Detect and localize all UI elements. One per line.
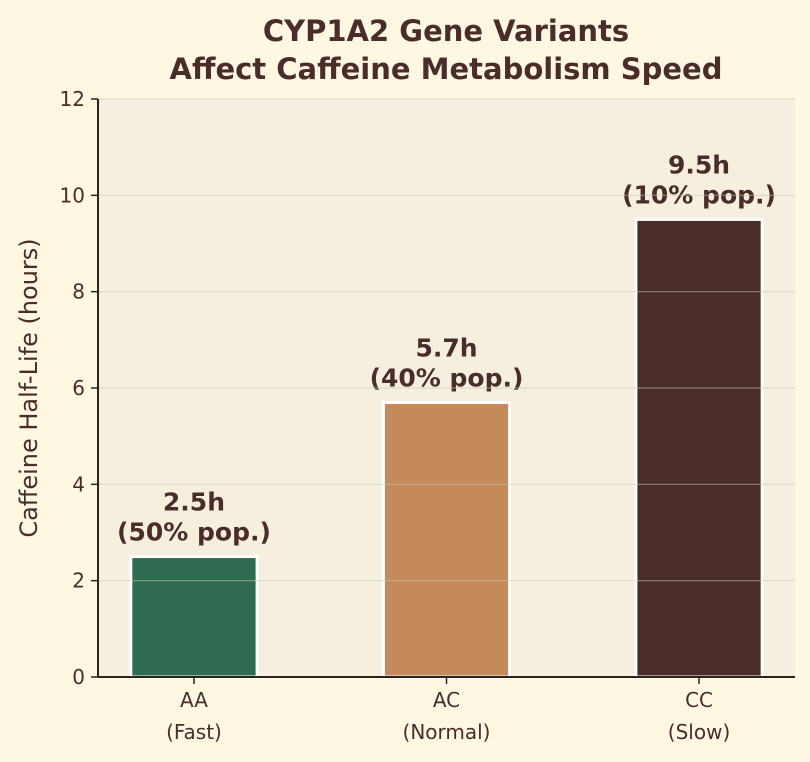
- x-tick-label-sub: (Normal): [403, 720, 491, 744]
- data-label-value: 2.5h: [163, 488, 225, 517]
- data-label-value: 5.7h: [415, 333, 477, 362]
- y-tick-label: 0: [72, 665, 85, 689]
- y-tick-label: 12: [60, 87, 85, 111]
- x-tick-label: AC: [433, 688, 460, 712]
- data-label-value: 9.5h: [668, 150, 730, 179]
- x-tick-label-sub: (Slow): [668, 720, 730, 744]
- chart-title-line-2: Affect Caffeine Metabolism Speed: [170, 52, 723, 86]
- y-tick-label: 8: [72, 280, 85, 304]
- data-label-population: (50% pop.): [117, 518, 271, 547]
- x-tick-label: CC: [685, 688, 713, 712]
- bar-cc: [634, 217, 764, 679]
- bar-aa: [129, 555, 259, 679]
- chart-title-line-1: CYP1A2 Gene Variants: [263, 14, 629, 48]
- y-tick-label: 6: [72, 376, 85, 400]
- y-tick-label: 2: [72, 569, 85, 593]
- bar-ac: [381, 400, 512, 679]
- x-tick-label-sub: (Fast): [166, 720, 222, 744]
- y-tick-label: 4: [72, 472, 85, 496]
- y-axis-label: Caffeine Half-Life (hours): [15, 238, 43, 537]
- y-tick-label: 10: [60, 183, 85, 207]
- x-tick-label: AA: [180, 688, 208, 712]
